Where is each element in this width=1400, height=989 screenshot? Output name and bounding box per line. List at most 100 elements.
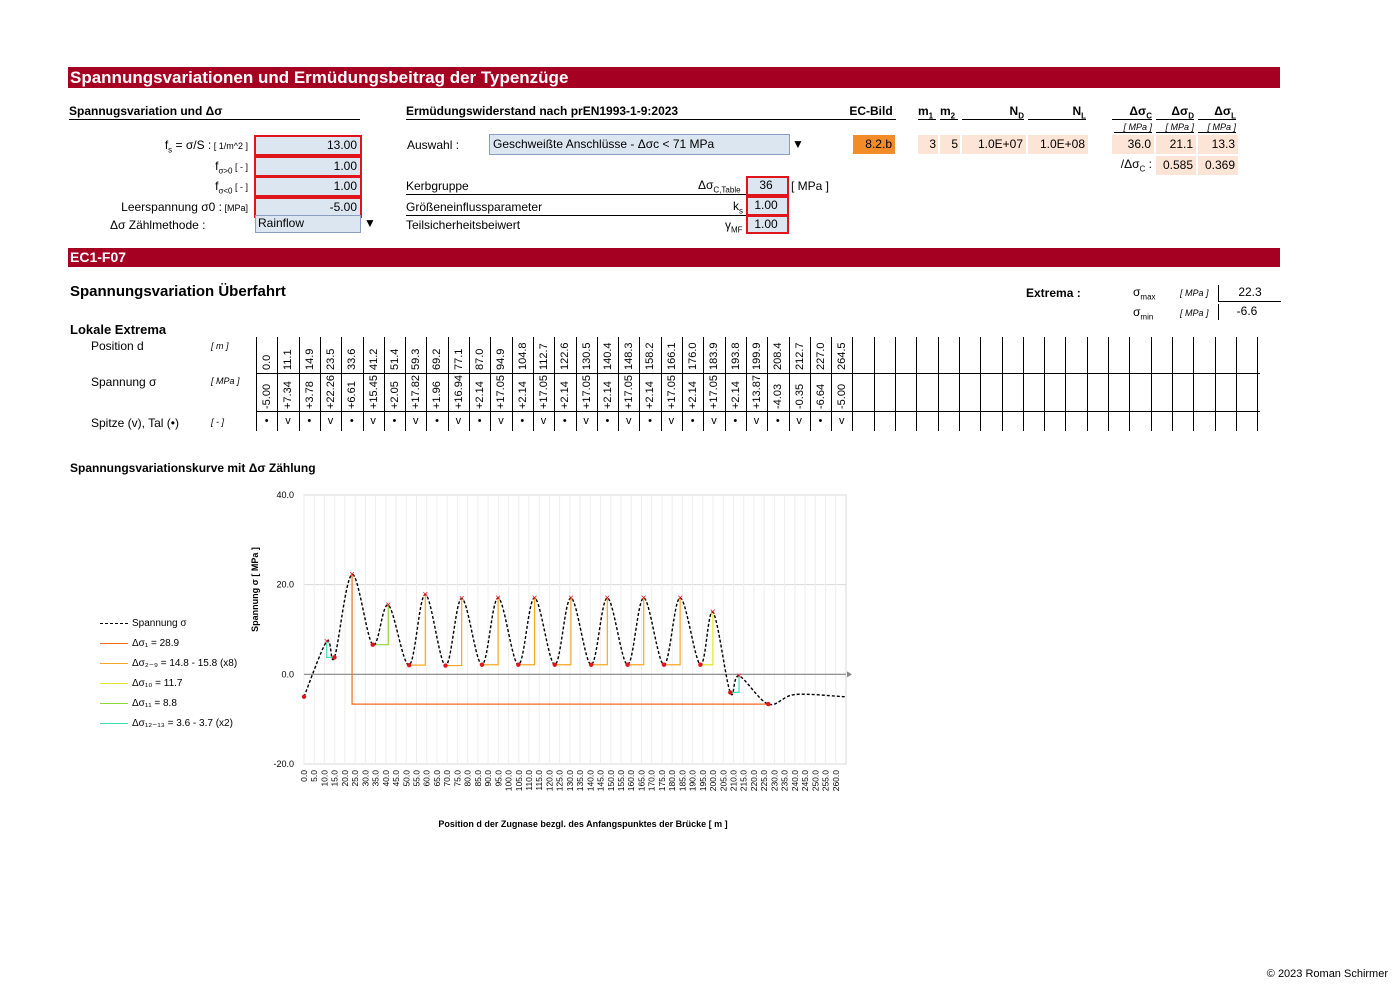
stress-cell: +17.05 bbox=[708, 375, 721, 409]
grid-line bbox=[1214, 337, 1216, 431]
grid-line bbox=[703, 337, 705, 431]
lokale-heading: Lokale Extrema bbox=[70, 322, 167, 337]
y-tick-label: 0.0 bbox=[281, 669, 294, 679]
y-tick-label: -20.0 bbox=[273, 759, 294, 769]
grid-line bbox=[405, 337, 407, 431]
legend-item: Δσ₁₂₋₁₃ = 3.6 - 3.7 (x2) bbox=[100, 718, 233, 729]
stress-cell: +17.05 bbox=[623, 375, 636, 409]
x-tick-label: 240.0 bbox=[790, 770, 800, 792]
peak-valley-cell: • bbox=[818, 415, 823, 427]
valley-marker bbox=[479, 662, 485, 667]
dsc-header: ΔσC bbox=[1112, 104, 1152, 120]
teil-label: Teilsicherheitsbeiwert bbox=[406, 218, 521, 232]
grid-line bbox=[1129, 337, 1131, 431]
x-tick-label: 70.0 bbox=[442, 770, 452, 787]
method-select[interactable]: Rainflow bbox=[255, 215, 361, 233]
x-tick-label: 45.0 bbox=[391, 770, 401, 787]
x-tick-label: 190.0 bbox=[688, 770, 698, 792]
ec-code-banner: EC1-F07 bbox=[68, 248, 1280, 267]
x-tick-label: 55.0 bbox=[411, 770, 421, 787]
section2-heading: Ermüdungswiderstand nach prEN1993-1-9:20… bbox=[406, 104, 896, 120]
x-tick-label: 25.0 bbox=[350, 770, 360, 787]
position-cell: 212.7 bbox=[793, 342, 806, 370]
groesse-input[interactable]: 1.00 bbox=[746, 196, 789, 216]
x-tick-label: 160.0 bbox=[626, 770, 636, 792]
peak-marker: × bbox=[641, 593, 647, 604]
peak-valley-cell: v bbox=[540, 415, 547, 427]
param-input-0[interactable]: 13.00 bbox=[254, 135, 362, 156]
peak-valley-cell: • bbox=[435, 415, 439, 427]
grid-line bbox=[341, 337, 343, 431]
spann-unit: [ MPa ] bbox=[211, 376, 240, 386]
legend-swatch bbox=[100, 722, 128, 724]
section1-heading: Spannugsvariation und Δσ bbox=[69, 104, 360, 120]
position-cell: 14.9 bbox=[303, 348, 316, 370]
peak-valley-cell: • bbox=[562, 415, 567, 427]
stress-cell: +2.14 bbox=[601, 381, 614, 409]
smin-label: σmin bbox=[1133, 305, 1154, 322]
position-cell: 208.4 bbox=[772, 342, 785, 370]
stress-cell: -0.35 bbox=[793, 383, 806, 409]
grid-line bbox=[745, 337, 747, 431]
grid-line bbox=[660, 337, 662, 431]
auswahl-dropdown-icon[interactable]: ▼ bbox=[792, 137, 804, 151]
spann-label: Spannung σ bbox=[91, 375, 157, 389]
m1-value: 3 bbox=[918, 135, 938, 154]
peak-marker: × bbox=[736, 671, 742, 682]
grid-line bbox=[937, 337, 939, 431]
x-tick-label: 120.0 bbox=[544, 770, 554, 792]
peak-valley-cell: • bbox=[392, 415, 397, 427]
x-tick-label: 245.0 bbox=[800, 770, 810, 792]
extrema-label: Extrema : bbox=[1026, 286, 1081, 300]
cycle-range-line bbox=[481, 597, 499, 666]
grid-line bbox=[319, 337, 321, 431]
peak-marker: × bbox=[710, 607, 716, 618]
stress-cell: +2.14 bbox=[474, 381, 486, 409]
param-input-2[interactable]: 1.00 bbox=[254, 176, 362, 197]
stress-cell: +17.05 bbox=[665, 375, 678, 409]
x-tick-label: 80.0 bbox=[463, 770, 473, 787]
stress-cell: +7.34 bbox=[282, 381, 295, 409]
grid-line bbox=[788, 337, 790, 431]
stress-curve bbox=[303, 573, 846, 706]
peak-valley-cell: • bbox=[690, 415, 695, 427]
grid-line bbox=[532, 337, 534, 431]
method-dropdown-icon[interactable]: ▼ bbox=[364, 216, 376, 230]
position-cell: 130.5 bbox=[580, 342, 593, 370]
peak-valley-cell: v bbox=[668, 415, 675, 427]
x-tick-label: 115.0 bbox=[534, 770, 544, 791]
legend-label: Δσ₁ = 28.9 bbox=[132, 638, 180, 649]
legend-swatch bbox=[100, 622, 128, 624]
grid-line bbox=[1257, 337, 1259, 431]
teil-input[interactable]: 1.00 bbox=[746, 215, 789, 234]
position-cell: 193.8 bbox=[729, 342, 742, 370]
peak-valley-cell: v bbox=[327, 415, 334, 427]
copyright: © 2023 Roman Schirmer bbox=[1266, 968, 1388, 980]
x-tick-label: 210.0 bbox=[729, 770, 739, 792]
x-tick-label: 215.0 bbox=[739, 770, 749, 792]
stress-cell: +1.96 bbox=[431, 381, 444, 409]
stress-cell: +2.14 bbox=[516, 381, 529, 409]
legend-item: Δσ₁₁ = 8.8 bbox=[100, 698, 177, 709]
kerbgruppe-input[interactable]: 36 bbox=[746, 176, 789, 196]
peak-valley-cell: v bbox=[285, 415, 291, 427]
legend-swatch bbox=[100, 662, 128, 664]
position-cell: 158.2 bbox=[644, 342, 657, 370]
peak-valley-cell: v bbox=[455, 415, 462, 427]
param-label-2: fσ<0 [ - ] bbox=[215, 179, 248, 196]
grid-line bbox=[916, 337, 918, 431]
ec-bild-value: 8.2.b bbox=[853, 135, 895, 154]
x-tick-label: 230.0 bbox=[769, 770, 779, 792]
grid-line bbox=[618, 337, 620, 431]
ec-bild-header: EC-Bild bbox=[848, 104, 894, 120]
valley-marker bbox=[552, 662, 557, 667]
position-cell: 87.0 bbox=[474, 348, 486, 370]
x-tick-label: 145.0 bbox=[596, 770, 606, 792]
position-cell: 112.7 bbox=[537, 343, 550, 370]
peak-marker: × bbox=[385, 600, 391, 611]
x-tick-label: 235.0 bbox=[780, 770, 790, 792]
grid-line bbox=[1022, 337, 1024, 431]
param-input-1[interactable]: 1.00 bbox=[254, 156, 362, 177]
auswahl-select[interactable]: Geschweißte Anschlüsse - Δσc < 71 MPa bbox=[489, 134, 790, 155]
groesse-symbol: ks bbox=[733, 199, 743, 216]
